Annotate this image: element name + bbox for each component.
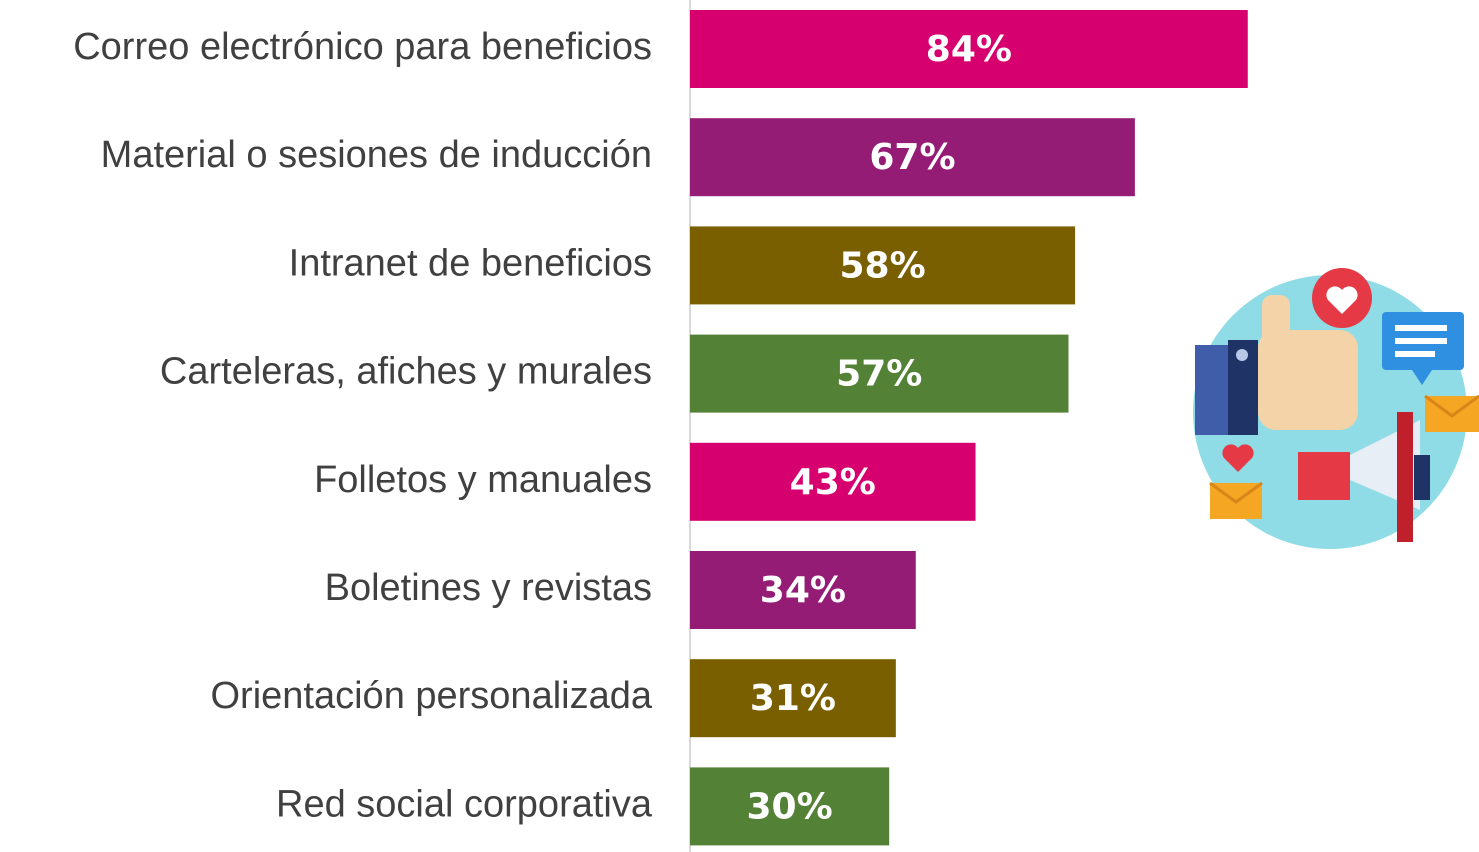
category-label: Red social corporativa bbox=[276, 783, 653, 825]
category-label: Folletos y manuales bbox=[314, 459, 652, 501]
icon bbox=[1193, 268, 1479, 549]
category-label: Carteleras, afiches y murales bbox=[160, 351, 652, 393]
icon-megaphone-handle bbox=[1414, 455, 1430, 500]
value-label: 30% bbox=[747, 786, 833, 827]
category-label: Material o sesiones de inducción bbox=[101, 134, 652, 176]
icon-megaphone-body bbox=[1298, 452, 1350, 500]
category-label: Boletines y revistas bbox=[325, 567, 652, 609]
page: {"chart_data": {"type": "bar", "orientat… bbox=[0, 0, 1479, 852]
value-label: 67% bbox=[869, 137, 955, 178]
value-label: 58% bbox=[839, 245, 925, 286]
value-label: 57% bbox=[836, 354, 922, 395]
value-label: 34% bbox=[760, 570, 846, 611]
category-label: Correo electrónico para beneficios bbox=[73, 26, 652, 68]
icon-chat-line bbox=[1395, 325, 1447, 331]
category-label: Intranet de beneficios bbox=[289, 242, 652, 284]
chart: Correo electrónico para beneficios 84% Mat… bbox=[0, 0, 1479, 852]
category-label: Orientación personalizada bbox=[211, 675, 653, 717]
icon-thumb bbox=[1262, 295, 1290, 345]
icon-megaphone-rim bbox=[1397, 412, 1413, 542]
icon-button bbox=[1236, 349, 1248, 361]
value-label: 84% bbox=[926, 29, 1012, 70]
value-label: 31% bbox=[750, 678, 836, 719]
value-label: 43% bbox=[790, 462, 876, 503]
icon-chat-line bbox=[1395, 351, 1435, 357]
icon-chat-line bbox=[1395, 338, 1447, 344]
